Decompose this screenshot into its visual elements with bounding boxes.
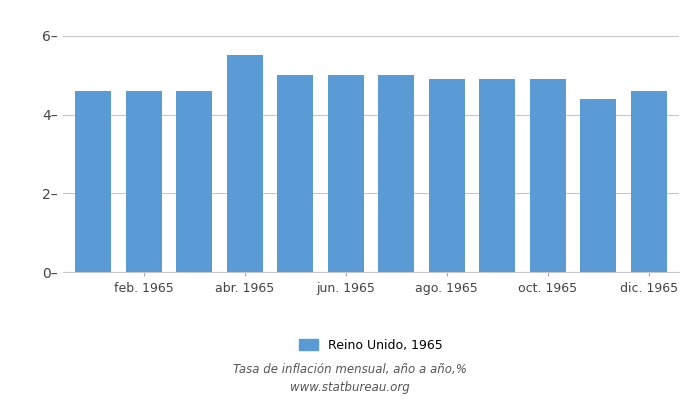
Legend: Reino Unido, 1965: Reino Unido, 1965 [294,334,448,357]
Bar [176,91,213,272]
Bar [479,79,515,272]
Text: www.statbureau.org: www.statbureau.org [290,382,410,394]
Bar [529,79,566,272]
Bar [580,99,617,272]
Bar [277,75,314,272]
Bar [378,75,414,272]
Bar [428,79,465,272]
Text: Tasa de inflación mensual, año a año,%: Tasa de inflación mensual, año a año,% [233,364,467,376]
Bar [125,91,162,272]
Bar [227,56,263,272]
Bar [75,91,111,272]
Bar [631,91,667,272]
Bar [328,75,364,272]
